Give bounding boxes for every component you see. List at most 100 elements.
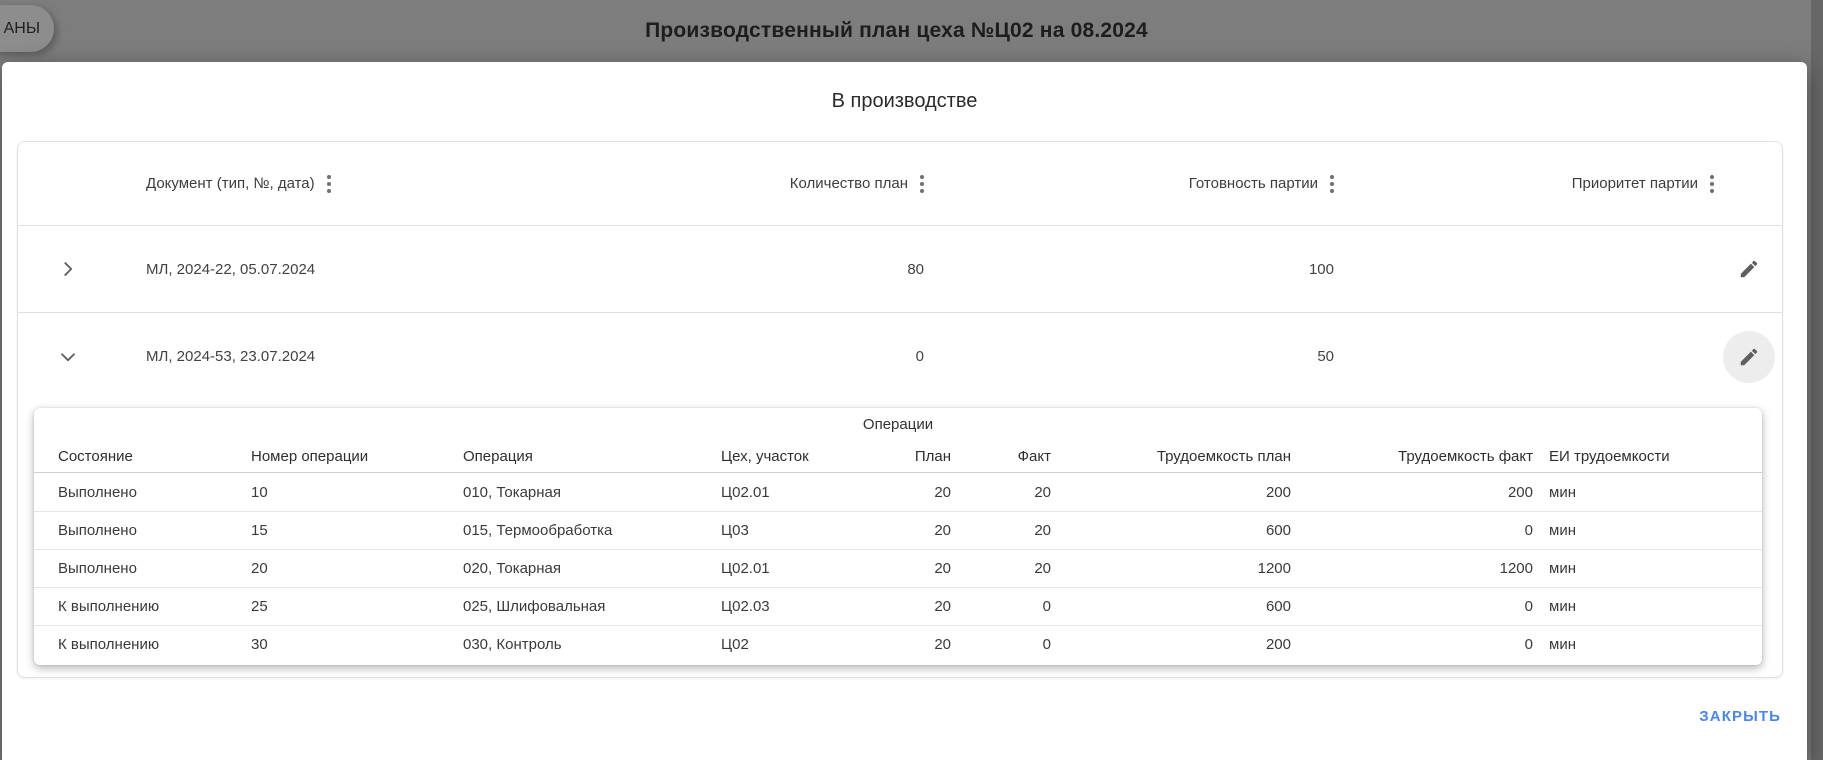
production-dialog: В производстве Документ (тип, №, дата) К… bbox=[2, 62, 1807, 760]
background-tab-pill: АНЫ bbox=[0, 5, 54, 52]
background-tab-label: АНЫ bbox=[3, 19, 40, 37]
labor-unit-cell: мин bbox=[1549, 522, 1576, 539]
pencil-icon bbox=[1740, 348, 1758, 365]
state-cell: К выполнению bbox=[58, 636, 160, 653]
column-header-state: Состояние bbox=[58, 447, 133, 465]
state-cell: Выполнено bbox=[58, 522, 137, 539]
operation-cell: 025, Шлифовальная bbox=[463, 598, 606, 615]
workshop-cell: Ц02.03 bbox=[721, 598, 770, 615]
labor-plan-cell: 600 bbox=[1265, 522, 1291, 539]
document-cell: МЛ, 2024-22, 05.07.2024 bbox=[146, 260, 316, 278]
dialog-title: В производстве bbox=[831, 90, 978, 112]
op-number-cell: 25 bbox=[251, 598, 268, 615]
fact-cell: 0 bbox=[1042, 598, 1051, 615]
chevron-down-icon bbox=[61, 352, 75, 361]
op-number-cell: 10 bbox=[251, 483, 268, 501]
labor-fact-cell: 200 bbox=[1507, 483, 1533, 501]
labor-plan-cell: 200 bbox=[1265, 636, 1291, 653]
labor-plan-cell: 200 bbox=[1265, 483, 1291, 501]
readiness-cell: 50 bbox=[1317, 348, 1334, 365]
column-header-priority: Приоритет партии bbox=[1336, 171, 1716, 197]
page-title: Производственный план цеха №Ц02 на 08.20… bbox=[645, 19, 1148, 42]
dimmed-page-header: Производственный план цеха №Ц02 на 08.20… bbox=[0, 0, 1823, 62]
plan-cell: 20 bbox=[934, 636, 951, 653]
column-header-quantity-plan: Количество план bbox=[686, 171, 926, 197]
labor-unit-cell: мин bbox=[1549, 636, 1576, 653]
operation-row: Выполнено 20 020, Токарная Ц02.01 20 20 … bbox=[34, 549, 1762, 587]
labor-unit-cell: мин bbox=[1549, 560, 1576, 577]
column-header-workshop: Цех, участок bbox=[721, 447, 809, 465]
op-number-cell: 20 bbox=[251, 560, 268, 577]
readiness-cell: 100 bbox=[1308, 260, 1334, 278]
workshop-cell: Ц02.01 bbox=[721, 560, 770, 577]
labor-plan-cell: 600 bbox=[1265, 598, 1291, 615]
column-label: Приоритет партии bbox=[1571, 175, 1698, 192]
chevron-right-icon bbox=[64, 262, 73, 276]
collapse-row-button[interactable] bbox=[18, 346, 118, 368]
column-label: Количество план bbox=[789, 175, 908, 192]
workshop-cell: Ц02.01 bbox=[721, 483, 770, 501]
operation-cell: 015, Термообработка bbox=[463, 522, 613, 539]
column-header-labor-fact: Трудоемкость факт bbox=[1398, 447, 1533, 465]
op-number-cell: 30 bbox=[251, 636, 268, 653]
fact-cell: 20 bbox=[1034, 483, 1051, 501]
fact-cell: 20 bbox=[1034, 560, 1051, 577]
batch-row: МЛ, 2024-53, 23.07.2024 0 50 bbox=[18, 313, 1782, 400]
pencil-icon bbox=[1740, 260, 1758, 278]
column-header-labor-unit: ЕИ трудоемкости bbox=[1549, 447, 1670, 465]
operation-cell: 030, Контроль bbox=[463, 636, 562, 653]
batches-table: Документ (тип, №, дата) Количество план … bbox=[17, 141, 1783, 678]
workshop-cell: Ц02 bbox=[721, 636, 749, 653]
batch-row: МЛ, 2024-22, 05.07.2024 80 100 bbox=[18, 226, 1782, 313]
page-scrollbar[interactable] bbox=[1811, 0, 1823, 760]
column-header-op-number: Номер операции bbox=[251, 447, 369, 465]
plan-cell: 20 bbox=[934, 522, 951, 539]
labor-unit-cell: мин bbox=[1549, 483, 1576, 501]
state-cell: К выполнению bbox=[58, 598, 160, 615]
operation-row: К выполнению 25 025, Шлифовальная Ц02.03… bbox=[34, 587, 1762, 625]
close-button[interactable]: ЗАКРЫТЬ bbox=[1689, 700, 1791, 733]
expand-row-button[interactable] bbox=[18, 258, 118, 280]
edit-row-button[interactable] bbox=[1723, 330, 1775, 383]
document-cell: МЛ, 2024-53, 23.07.2024 bbox=[146, 348, 316, 365]
quantity-plan-cell: 80 bbox=[907, 260, 924, 278]
labor-fact-cell: 0 bbox=[1524, 636, 1533, 653]
fact-cell: 20 bbox=[1034, 522, 1051, 539]
edit-row-button[interactable] bbox=[1723, 243, 1775, 295]
state-cell: Выполнено bbox=[58, 560, 137, 577]
column-menu-icon[interactable] bbox=[1708, 171, 1716, 197]
column-header-labor-plan: Трудоемкость план bbox=[1156, 447, 1291, 465]
plan-cell: 20 bbox=[934, 598, 951, 615]
column-menu-icon[interactable] bbox=[325, 171, 333, 197]
labor-unit-cell: мин bbox=[1549, 598, 1576, 615]
operation-cell: 020, Токарная bbox=[463, 560, 562, 577]
quantity-plan-cell: 0 bbox=[915, 348, 924, 365]
operations-title: Операции bbox=[862, 415, 934, 433]
column-header-readiness: Готовность партии bbox=[926, 171, 1336, 197]
fact-cell: 0 bbox=[1042, 636, 1051, 653]
operations-panel: Операции Состояние Номер операции Операц… bbox=[34, 408, 1762, 665]
operation-row: К выполнению 30 030, Контроль Ц02 20 0 2… bbox=[34, 625, 1762, 663]
operation-row: Выполнено 10 010, Токарная Ц02.01 20 20 … bbox=[34, 473, 1762, 511]
column-menu-icon[interactable] bbox=[1328, 171, 1336, 197]
operation-cell: 010, Токарная bbox=[463, 483, 562, 501]
column-header-document: Документ (тип, №, дата) bbox=[118, 171, 686, 197]
labor-fact-cell: 0 bbox=[1524, 598, 1533, 615]
plan-cell: 20 bbox=[934, 560, 951, 577]
column-menu-icon[interactable] bbox=[918, 171, 926, 197]
labor-fact-cell: 1200 bbox=[1499, 560, 1533, 577]
labor-fact-cell: 0 bbox=[1524, 522, 1533, 539]
column-header-operation: Операция bbox=[463, 447, 533, 465]
operations-header-row: Состояние Номер операции Операция Цех, у… bbox=[34, 440, 1762, 473]
column-label: Готовность партии bbox=[1188, 175, 1318, 192]
op-number-cell: 15 bbox=[251, 522, 268, 539]
operation-row: Выполнено 15 015, Термообработка Ц03 20 … bbox=[34, 511, 1762, 549]
plan-cell: 20 bbox=[934, 483, 951, 501]
column-label: Документ (тип, №, дата) bbox=[146, 175, 315, 192]
workshop-cell: Ц03 bbox=[721, 522, 749, 539]
state-cell: Выполнено bbox=[58, 483, 137, 501]
labor-plan-cell: 1200 bbox=[1257, 560, 1291, 577]
column-header-fact: Факт bbox=[1017, 447, 1051, 465]
column-header-plan: План bbox=[914, 447, 951, 465]
batches-header-row: Документ (тип, №, дата) Количество план … bbox=[18, 142, 1782, 226]
